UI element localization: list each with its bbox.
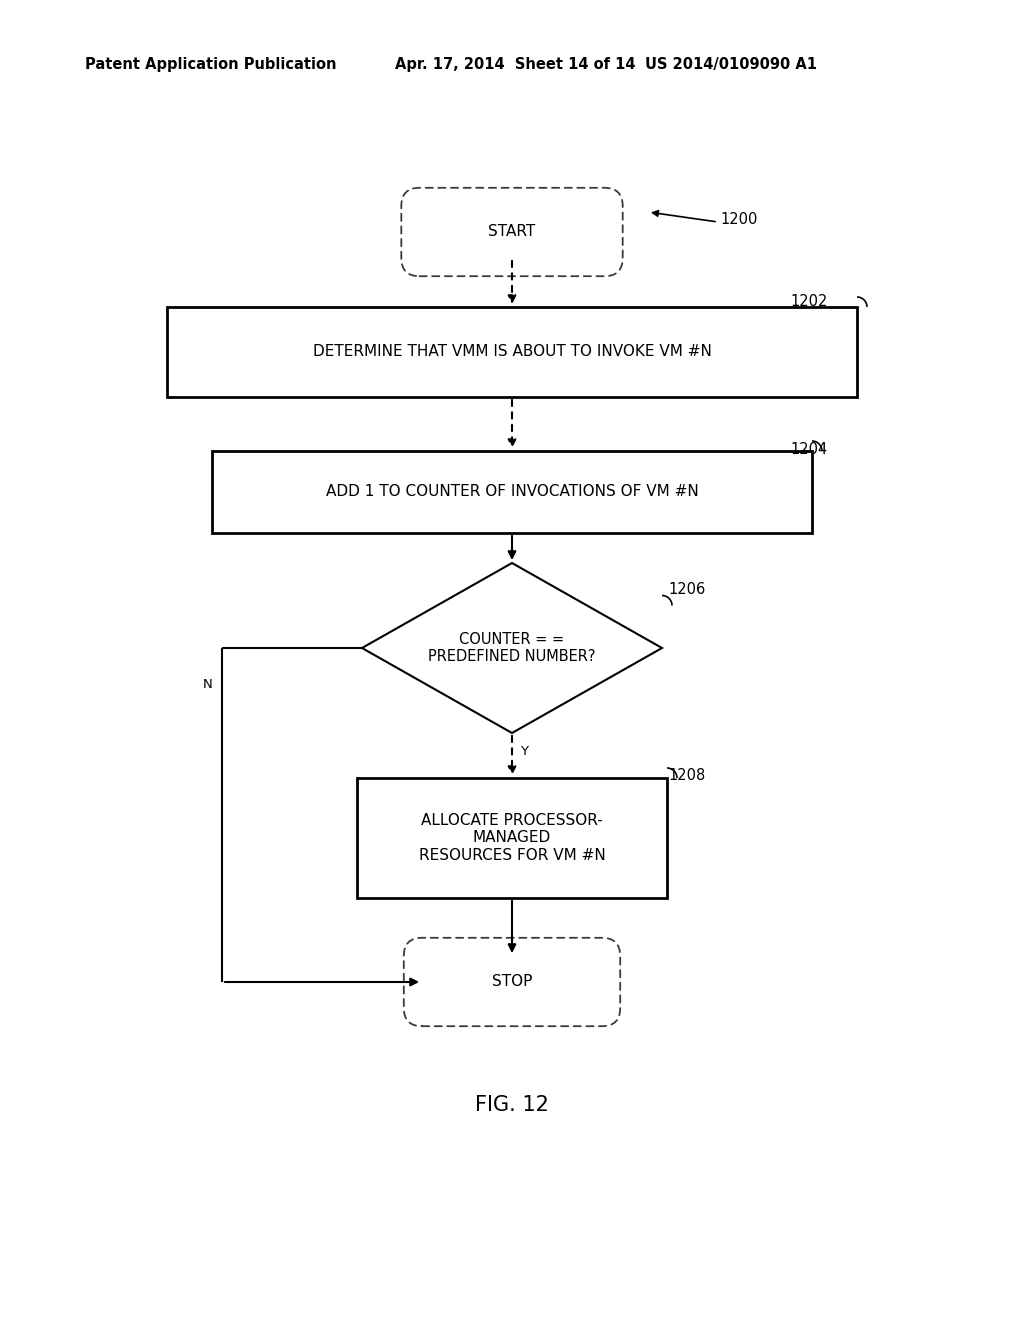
Text: ADD 1 TO COUNTER OF INVOCATIONS OF VM #N: ADD 1 TO COUNTER OF INVOCATIONS OF VM #N xyxy=(326,484,698,499)
Bar xyxy=(357,777,667,898)
Text: 1204: 1204 xyxy=(790,442,827,458)
Text: START: START xyxy=(488,224,536,239)
Text: Patent Application Publication: Patent Application Publication xyxy=(85,58,337,73)
Polygon shape xyxy=(362,564,662,733)
Text: 1208: 1208 xyxy=(668,767,706,783)
Text: STOP: STOP xyxy=(492,974,532,990)
Text: 1200: 1200 xyxy=(720,213,758,227)
Text: US 2014/0109090 A1: US 2014/0109090 A1 xyxy=(645,58,817,73)
Text: ALLOCATE PROCESSOR-
MANAGED
RESOURCES FOR VM #N: ALLOCATE PROCESSOR- MANAGED RESOURCES FO… xyxy=(419,813,605,863)
Text: DETERMINE THAT VMM IS ABOUT TO INVOKE VM #N: DETERMINE THAT VMM IS ABOUT TO INVOKE VM… xyxy=(312,345,712,359)
Text: COUNTER = =
PREDEFINED NUMBER?: COUNTER = = PREDEFINED NUMBER? xyxy=(428,632,596,664)
Bar xyxy=(212,451,812,533)
Text: Y: Y xyxy=(520,744,528,758)
Text: FIG. 12: FIG. 12 xyxy=(475,1096,549,1115)
FancyBboxPatch shape xyxy=(401,187,623,276)
Text: N: N xyxy=(203,678,212,690)
FancyBboxPatch shape xyxy=(403,937,621,1026)
Text: Apr. 17, 2014  Sheet 14 of 14: Apr. 17, 2014 Sheet 14 of 14 xyxy=(395,58,636,73)
Bar xyxy=(167,308,857,397)
Text: 1206: 1206 xyxy=(668,582,706,598)
Text: 1202: 1202 xyxy=(790,294,827,309)
